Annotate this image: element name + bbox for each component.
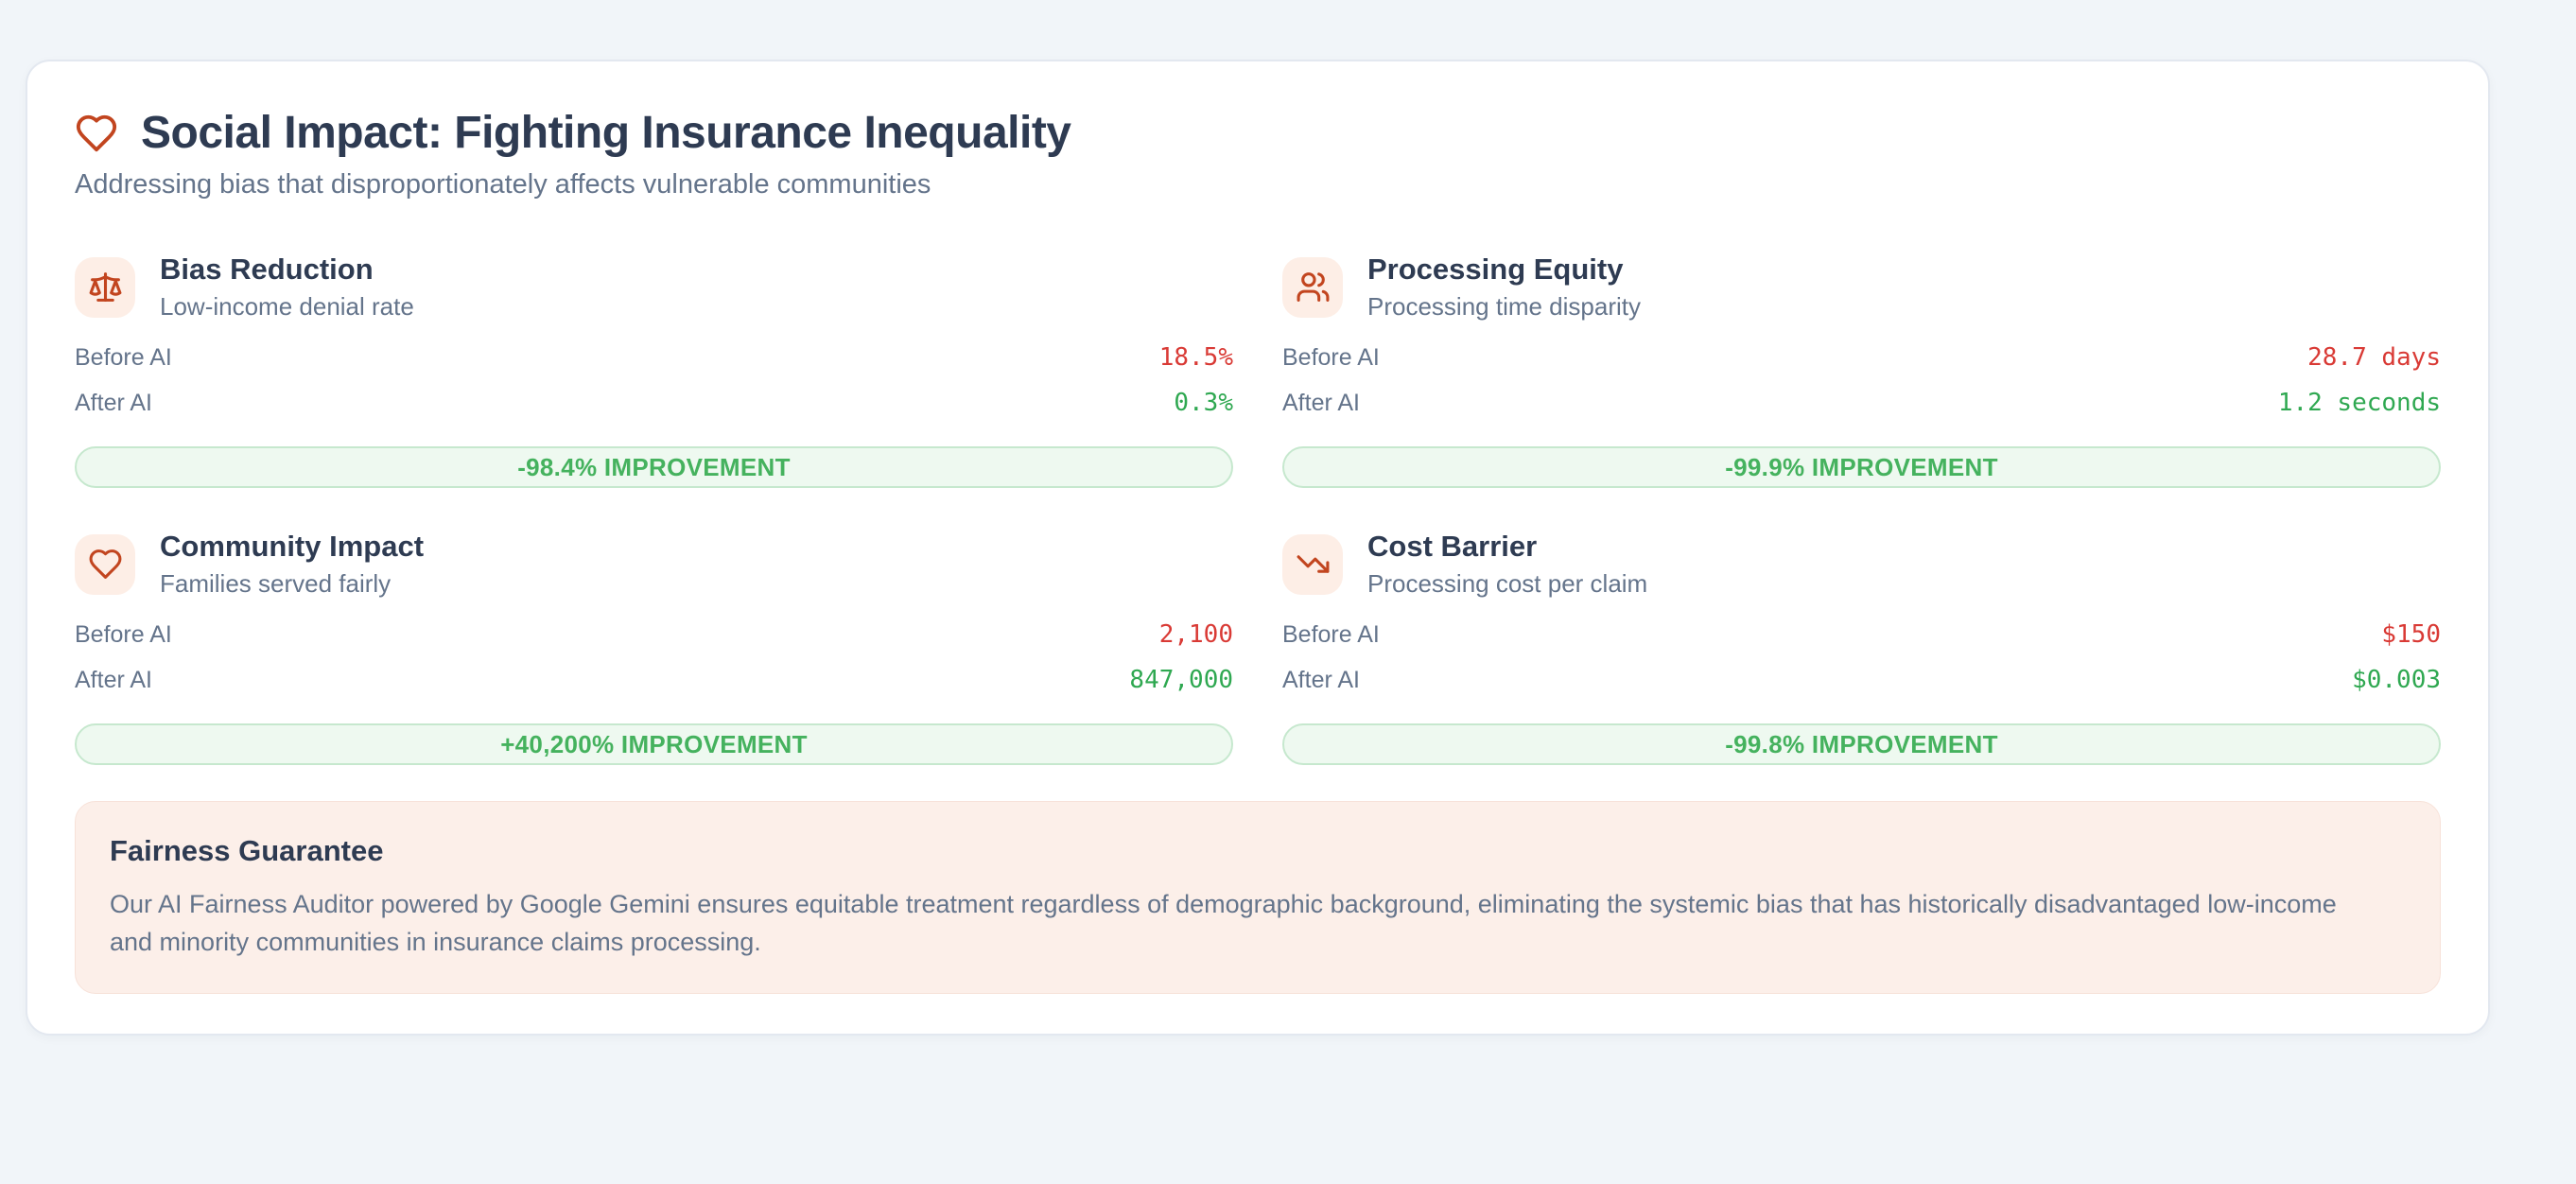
metric-subtitle: Processing cost per claim xyxy=(1367,569,1648,598)
metric-card-cost-barrier: Cost Barrier Processing cost per claim B… xyxy=(1282,530,2441,765)
page-subtitle: Addressing bias that disproportionately … xyxy=(75,169,931,200)
metric-heading-block: Community Impact Families served fairly xyxy=(160,530,424,599)
heart-icon xyxy=(89,549,121,579)
before-value: 2,100 xyxy=(1158,620,1233,649)
after-value: 847,000 xyxy=(1129,666,1233,694)
page-title: Social Impact: Fighting Insurance Inequa… xyxy=(141,108,1071,158)
metric-subtitle: Processing time disparity xyxy=(1367,292,1641,321)
before-value: 18.5% xyxy=(1158,343,1233,372)
metric-title: Processing Equity xyxy=(1367,252,1624,286)
icon-tile xyxy=(1282,533,1343,595)
metric-rows: Before AI 18.5% After AI 0.3% xyxy=(75,335,1233,426)
row-label: Before AI xyxy=(1282,344,1380,371)
row-label: Before AI xyxy=(75,344,172,371)
metrics-grid: Bias Reduction Low-income denial rate Be… xyxy=(75,252,2441,765)
after-ai-row: After AI 0.3% xyxy=(75,380,1233,426)
before-value: $150 xyxy=(2381,620,2441,649)
after-value: 0.3% xyxy=(1174,389,1233,417)
metric-header: Bias Reduction Low-income denial rate xyxy=(75,252,1233,322)
row-label: Before AI xyxy=(75,621,172,648)
trending-down-icon xyxy=(1297,555,1329,573)
before-ai-row: Before AI 28.7 days xyxy=(1282,335,2441,380)
row-label: Before AI xyxy=(1282,621,1380,648)
after-value: $0.003 xyxy=(2352,666,2441,694)
before-ai-row: Before AI 2,100 xyxy=(75,612,1233,657)
metric-card-bias-reduction: Bias Reduction Low-income denial rate Be… xyxy=(75,252,1233,488)
metric-rows: Before AI 28.7 days After AI 1.2 seconds xyxy=(1282,335,2441,426)
improvement-badge: -99.9% IMPROVEMENT xyxy=(1282,446,2441,488)
fairness-body: Our AI Fairness Auditor powered by Googl… xyxy=(110,890,2337,956)
users-icon xyxy=(1297,272,1329,302)
heart-icon xyxy=(76,114,117,152)
social-impact-card: Social Impact: Fighting Insurance Inequa… xyxy=(26,60,2490,1036)
after-ai-row: After AI 1.2 seconds xyxy=(1282,380,2441,426)
after-ai-row: After AI $0.003 xyxy=(1282,657,2441,703)
card-header: Social Impact: Fighting Insurance Inequa… xyxy=(75,107,2441,160)
after-ai-row: After AI 847,000 xyxy=(75,657,1233,703)
metric-subtitle: Low-income denial rate xyxy=(160,292,414,321)
scales-icon xyxy=(89,272,121,302)
row-label: After AI xyxy=(75,390,152,416)
fairness-title: Fairness Guarantee xyxy=(110,834,384,867)
improvement-badge: -99.8% IMPROVEMENT xyxy=(1282,723,2441,765)
icon-tile xyxy=(75,533,135,595)
improvement-badge: +40,200% IMPROVEMENT xyxy=(75,723,1233,765)
row-label: After AI xyxy=(75,667,152,693)
row-label: After AI xyxy=(1282,667,1360,693)
metric-rows: Before AI 2,100 After AI 847,000 xyxy=(75,612,1233,703)
icon-tile xyxy=(75,256,135,318)
metric-heading-block: Cost Barrier Processing cost per claim xyxy=(1367,530,1647,599)
metric-rows: Before AI $150 After AI $0.003 xyxy=(1282,612,2441,703)
metric-heading-block: Bias Reduction Low-income denial rate xyxy=(160,252,414,322)
metric-header: Processing Equity Processing time dispar… xyxy=(1282,252,2441,322)
metric-header: Cost Barrier Processing cost per claim xyxy=(1282,530,2441,599)
metric-header: Community Impact Families served fairly xyxy=(75,530,1233,599)
before-value: 28.7 days xyxy=(2307,343,2441,372)
metric-title: Community Impact xyxy=(160,530,425,563)
before-ai-row: Before AI $150 xyxy=(1282,612,2441,657)
row-label: After AI xyxy=(1282,390,1360,416)
before-ai-row: Before AI 18.5% xyxy=(75,335,1233,380)
metric-subtitle: Families served fairly xyxy=(160,569,392,598)
metric-title: Cost Barrier xyxy=(1367,530,1538,563)
metric-heading-block: Processing Equity Processing time dispar… xyxy=(1367,252,1641,322)
metric-title: Bias Reduction xyxy=(160,252,374,286)
metric-card-processing-equity: Processing Equity Processing time dispar… xyxy=(1282,252,2441,488)
after-value: 1.2 seconds xyxy=(2277,389,2441,417)
improvement-badge: -98.4% IMPROVEMENT xyxy=(75,446,1233,488)
icon-tile xyxy=(1282,256,1343,318)
metric-card-community-impact: Community Impact Families served fairly … xyxy=(75,530,1233,765)
fairness-guarantee-note: Fairness Guarantee Our AI Fairness Audit… xyxy=(75,801,2441,994)
